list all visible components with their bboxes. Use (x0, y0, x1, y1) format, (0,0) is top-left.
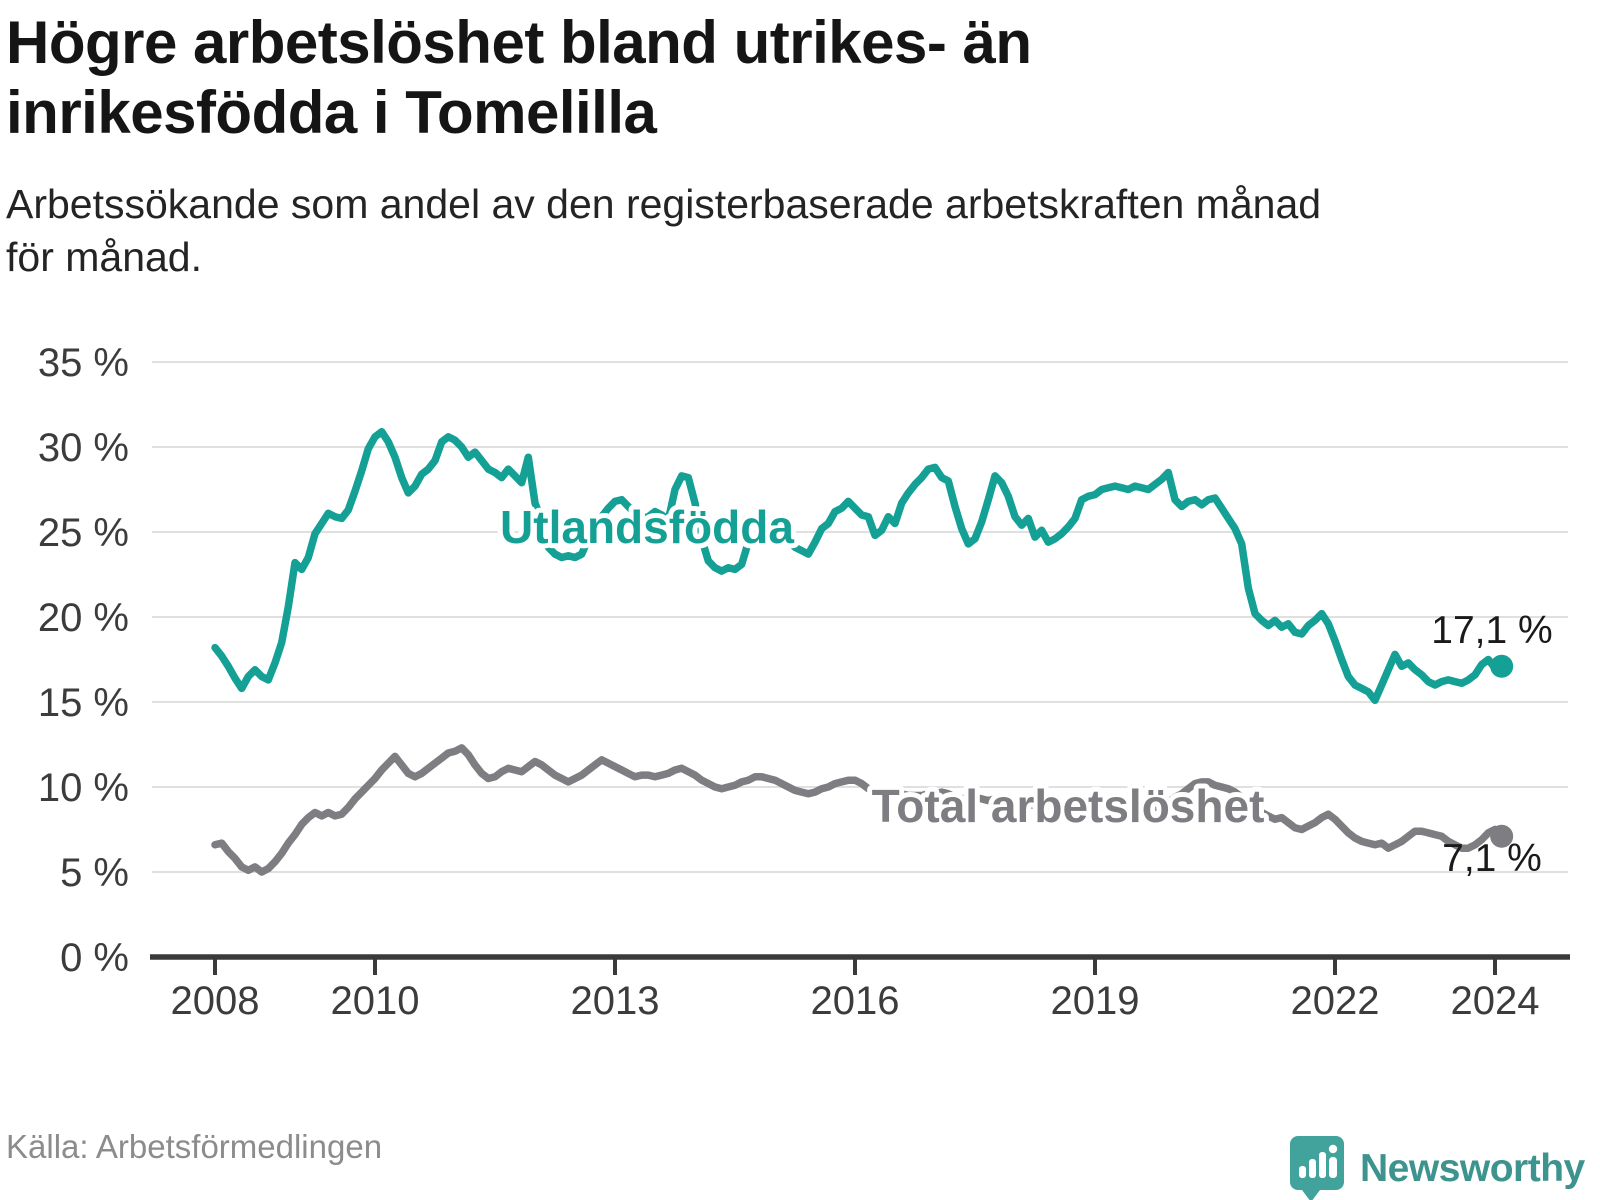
end-value-label-utlandsfodda: 17,1 % (1431, 609, 1552, 652)
series-label-total-arbetsloshet: Total arbetslöshet (872, 780, 1265, 832)
newsworthy-chart-marker-icon (1290, 1136, 1344, 1200)
x-tick-label: 2008 (171, 979, 260, 1023)
y-tick-label: 10 % (38, 766, 129, 810)
x-tick-label: 2013 (571, 979, 660, 1023)
newsworthy-logo: Newsworthy (1288, 1134, 1585, 1200)
series-lines (211, 427, 1514, 876)
axes-and-gridlines: 35 % 30 % 25 % 20 % 15 % 10 % 5 % 0 % 2008 2010 20… (38, 341, 1570, 1023)
y-tick-label: 30 % (38, 426, 129, 470)
x-tick-label: 2024 (1451, 979, 1540, 1023)
series-label-utlandsfodda: Utlandsfödda (500, 501, 794, 553)
series-line-total (211, 744, 1506, 876)
source-caption: Källa: Arbetsförmedlingen (6, 1128, 383, 1165)
y-tick-label: 20 % (38, 596, 129, 640)
newsworthy-wordmark: Newsworthy (1360, 1147, 1585, 1190)
y-tick-label: 25 % (38, 511, 129, 555)
series-end-dot-utlandsfodda (1490, 654, 1514, 678)
x-tick-label: 2019 (1051, 979, 1140, 1023)
x-tick-label: 2022 (1291, 979, 1380, 1023)
y-tick-label: 35 % (38, 341, 129, 385)
page-subtitle: Arbetssökande som andel av den registerb… (6, 181, 1322, 281)
series-line-utlandsfodda (211, 427, 1506, 705)
y-tick-label: 5 % (60, 851, 129, 895)
series-end-dot-total (1490, 824, 1514, 848)
chart-labels: Utlandsfödda Total arbetslöshet 17,1 % 7… (495, 496, 1553, 880)
page-title: Högre arbetslöshet bland utrikes- än inr… (6, 9, 1032, 146)
y-tick-label: 15 % (38, 681, 129, 725)
x-tick-label: 2016 (811, 979, 900, 1023)
x-tick-label: 2010 (331, 979, 420, 1023)
end-value-label-total: 7,1 % (1442, 837, 1542, 880)
y-tick-label: 0 % (60, 936, 129, 980)
